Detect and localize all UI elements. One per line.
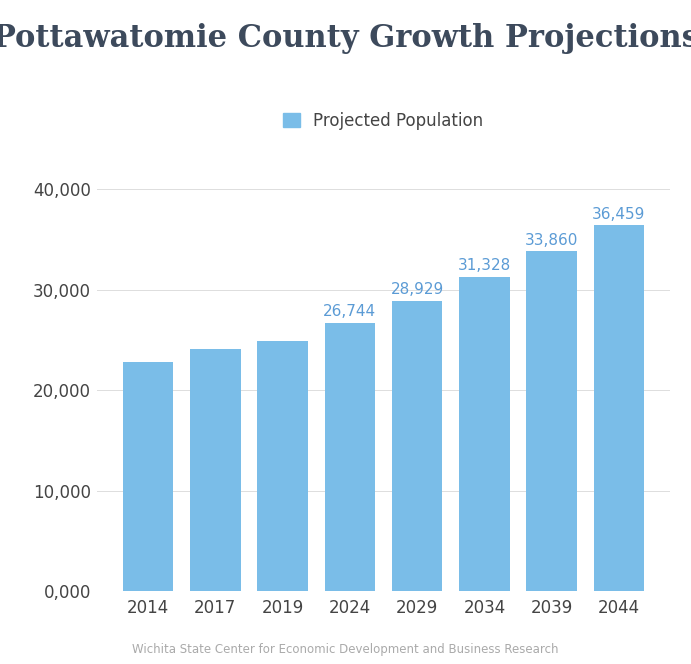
Text: 26,744: 26,744 xyxy=(323,304,377,319)
Bar xyxy=(460,276,510,591)
Bar xyxy=(190,349,240,591)
Text: Wichita State Center for Economic Development and Business Research: Wichita State Center for Economic Develo… xyxy=(132,643,559,656)
Text: 33,860: 33,860 xyxy=(525,232,578,248)
Bar xyxy=(123,362,173,591)
Bar xyxy=(527,251,577,591)
Bar xyxy=(325,323,375,591)
Legend: Projected Population: Projected Population xyxy=(283,112,484,129)
Bar xyxy=(392,301,442,591)
Text: 36,459: 36,459 xyxy=(592,207,645,222)
Text: 31,328: 31,328 xyxy=(458,258,511,273)
Bar xyxy=(594,225,644,591)
Bar xyxy=(257,341,307,591)
Text: 28,929: 28,929 xyxy=(390,282,444,297)
Text: Pottawatomie County Growth Projections: Pottawatomie County Growth Projections xyxy=(0,23,691,54)
